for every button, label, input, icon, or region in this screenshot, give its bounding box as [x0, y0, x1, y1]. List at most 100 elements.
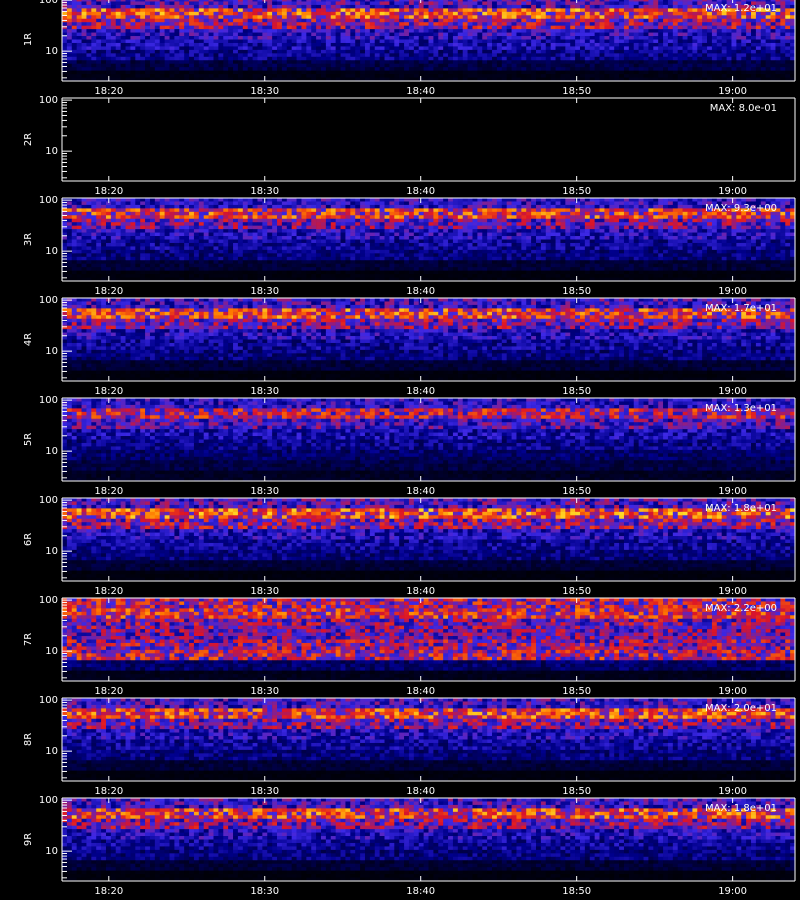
heat-cell — [477, 15, 482, 19]
heat-cell — [394, 98, 399, 102]
heat-cell — [683, 67, 688, 71]
heat-cell — [165, 98, 170, 102]
heat-cell — [194, 122, 199, 126]
heat-cell — [345, 1, 350, 5]
heat-cell — [717, 40, 722, 44]
heat-cell — [199, 26, 204, 30]
heat-cell — [277, 67, 282, 71]
heat-cell — [82, 112, 87, 116]
heat-cell — [218, 64, 223, 68]
heat-cell — [404, 112, 409, 116]
heat-cell — [516, 64, 521, 68]
heat-cell — [541, 46, 546, 50]
heat-cell — [228, 29, 233, 33]
heat-cell — [165, 46, 170, 50]
heat-cell — [165, 67, 170, 71]
heat-cell — [502, 36, 507, 40]
heat-cell — [541, 98, 546, 102]
heat-cell — [267, 50, 272, 54]
heat-cell — [433, 19, 438, 23]
heat-cell — [429, 40, 434, 44]
heat-cell — [218, 46, 223, 50]
heat-cell — [521, 108, 526, 112]
heat-cell — [184, 98, 189, 102]
heat-cell — [443, 50, 448, 54]
heat-cell — [96, 15, 101, 19]
heat-cell — [106, 36, 111, 40]
heat-cell — [365, 53, 370, 57]
heat-cell — [507, 112, 512, 116]
heat-cell — [292, 22, 297, 26]
heat-cell — [228, 22, 233, 26]
heat-cell — [370, 101, 375, 105]
heat-cell — [72, 8, 77, 12]
heat-cell — [468, 53, 473, 57]
heat-cell — [213, 1, 218, 5]
heat-cell — [526, 46, 531, 50]
heat-cell — [360, 64, 365, 68]
heat-cell — [121, 60, 126, 64]
heat-cell — [570, 1, 575, 5]
heat-cell — [218, 67, 223, 71]
heat-cell — [170, 71, 175, 75]
heat-cell — [360, 98, 365, 102]
heat-cell — [668, 98, 673, 102]
heat-cell — [253, 8, 258, 12]
heat-cell — [380, 57, 385, 61]
heat-cell — [130, 5, 135, 9]
heat-cell — [736, 126, 741, 130]
heat-cell — [126, 26, 131, 30]
heat-cell — [443, 101, 448, 105]
heat-cell — [365, 19, 370, 23]
heat-cell — [106, 53, 111, 57]
heat-cell — [546, 12, 551, 16]
heat-cell — [321, 115, 326, 119]
heat-cell — [556, 57, 561, 61]
heat-cell — [570, 29, 575, 33]
heat-cell — [184, 119, 189, 123]
heat-cell — [341, 122, 346, 126]
heat-cell — [82, 60, 87, 64]
heat-cell — [648, 22, 653, 26]
heat-cell — [712, 43, 717, 47]
heat-cell — [429, 60, 434, 64]
heat-cell — [438, 64, 443, 68]
heat-cell — [409, 50, 414, 54]
heat-cell — [350, 115, 355, 119]
heat-cell — [458, 126, 463, 130]
heat-cell — [174, 105, 179, 109]
heat-cell — [736, 53, 741, 57]
heat-cell — [194, 67, 199, 71]
heat-cell — [683, 60, 688, 64]
heat-cell — [394, 26, 399, 30]
heat-cell — [727, 36, 732, 40]
heat-cell — [687, 43, 692, 47]
heat-cell — [683, 64, 688, 68]
heat-cell — [692, 46, 697, 50]
heat-cell — [292, 1, 297, 5]
heat-cell — [189, 36, 194, 40]
heat-cell — [668, 115, 673, 119]
heat-cell — [106, 15, 111, 19]
heat-cell — [472, 71, 477, 75]
heat-cell — [653, 50, 658, 54]
heat-cell — [590, 46, 595, 50]
heat-cell — [121, 57, 126, 61]
heat-cell — [756, 71, 761, 75]
heat-cell — [482, 57, 487, 61]
heat-cell — [775, 43, 780, 47]
heat-cell — [301, 108, 306, 112]
heat-cell — [653, 57, 658, 61]
heat-cell — [482, 74, 487, 78]
heat-cell — [331, 53, 336, 57]
heat-cell — [223, 105, 228, 109]
heat-cell — [96, 36, 101, 40]
heat-cell — [116, 29, 121, 33]
heat-cell — [722, 53, 727, 57]
heat-cell — [267, 119, 272, 123]
heat-cell — [644, 29, 649, 33]
heat-cell — [282, 105, 287, 109]
heat-cell — [213, 53, 218, 57]
heat-cell — [238, 19, 243, 23]
heat-cell — [194, 36, 199, 40]
